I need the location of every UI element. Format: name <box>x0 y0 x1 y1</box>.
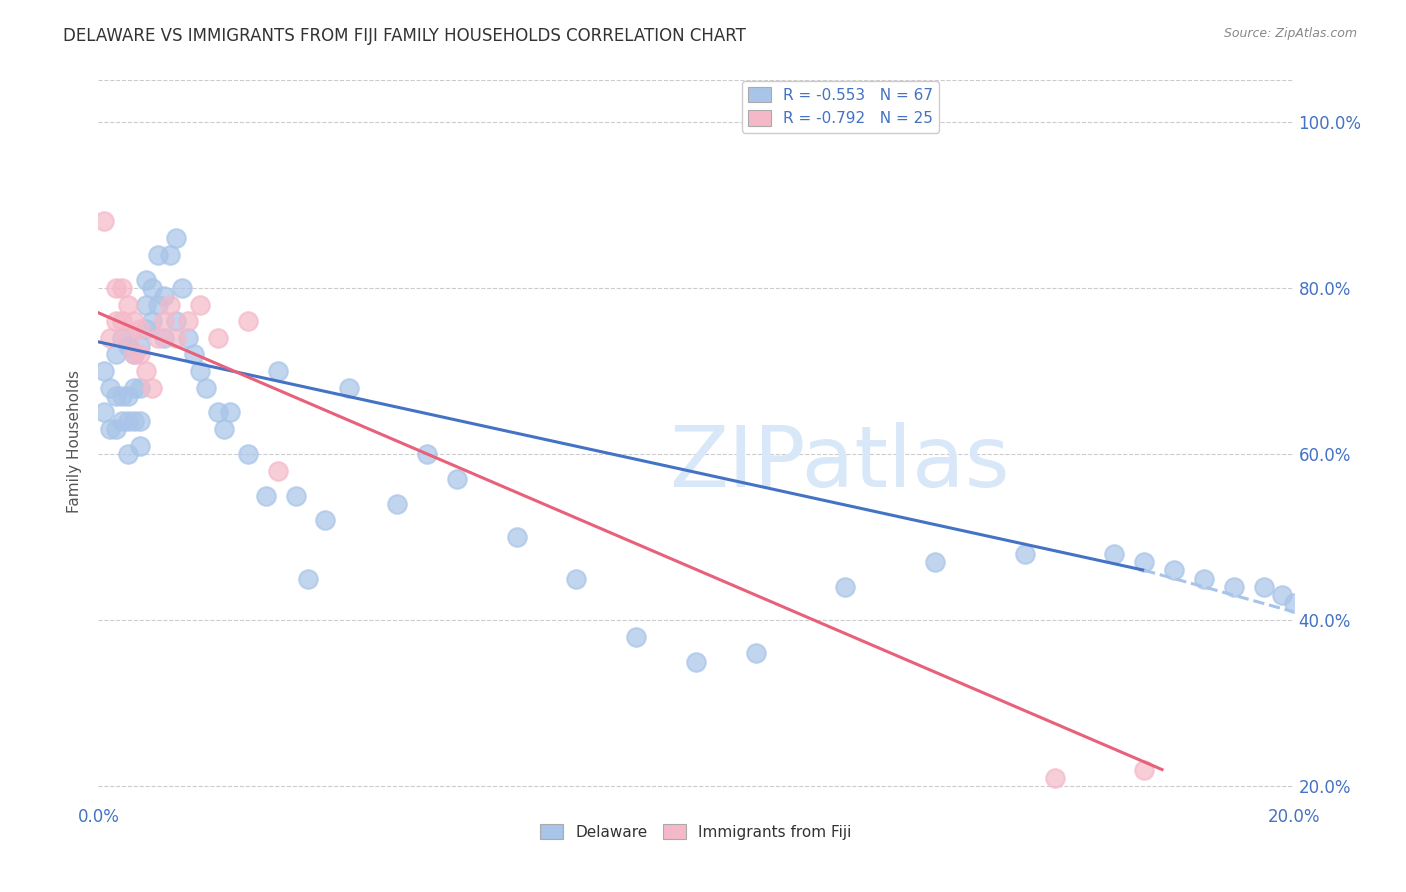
Point <box>141 314 163 328</box>
Point <box>284 489 307 503</box>
Point <box>105 281 128 295</box>
Point <box>124 347 146 361</box>
Point <box>98 422 122 436</box>
Point <box>339 380 361 394</box>
Point <box>385 497 409 511</box>
Point <box>1282 597 1305 611</box>
Point <box>1271 588 1294 602</box>
Point <box>153 289 176 303</box>
Point <box>165 231 187 245</box>
Point <box>188 364 211 378</box>
Point <box>159 297 181 311</box>
Point <box>315 513 337 527</box>
Point <box>124 314 146 328</box>
Point <box>236 314 259 328</box>
Point <box>267 364 290 378</box>
Point <box>111 281 134 295</box>
Point <box>1192 572 1215 586</box>
Point <box>117 389 139 403</box>
Point <box>1043 771 1066 785</box>
Point <box>135 322 157 336</box>
Point <box>153 314 176 328</box>
Y-axis label: Family Households: Family Households <box>67 370 83 513</box>
Point <box>183 347 205 361</box>
Point <box>129 322 152 336</box>
Point <box>117 414 139 428</box>
Point <box>446 472 468 486</box>
Point <box>1133 555 1156 569</box>
Point <box>141 281 163 295</box>
Point <box>207 331 229 345</box>
Point <box>117 297 139 311</box>
Point <box>111 414 134 428</box>
Point <box>626 630 648 644</box>
Text: ZIPatlas: ZIPatlas <box>669 422 1010 505</box>
Point <box>165 331 187 345</box>
Point <box>93 405 115 419</box>
Point <box>148 297 170 311</box>
Point <box>93 214 115 228</box>
Point <box>159 248 181 262</box>
Point <box>188 297 211 311</box>
Point <box>219 405 242 419</box>
Text: DELAWARE VS IMMIGRANTS FROM FIJI FAMILY HOUSEHOLDS CORRELATION CHART: DELAWARE VS IMMIGRANTS FROM FIJI FAMILY … <box>63 27 747 45</box>
Point <box>135 272 157 286</box>
Point <box>129 339 152 353</box>
Point <box>105 347 128 361</box>
Point <box>1253 580 1275 594</box>
Point <box>98 331 122 345</box>
Point <box>111 314 134 328</box>
Legend: Delaware, Immigrants from Fiji: Delaware, Immigrants from Fiji <box>534 818 858 846</box>
Point <box>141 380 163 394</box>
Point <box>924 555 946 569</box>
Point <box>267 464 290 478</box>
Point <box>129 380 152 394</box>
Point <box>565 572 588 586</box>
Point <box>105 422 128 436</box>
Point <box>165 314 187 328</box>
Point <box>129 347 152 361</box>
Point <box>111 331 134 345</box>
Point <box>297 572 319 586</box>
Point <box>105 314 128 328</box>
Point <box>177 314 200 328</box>
Point <box>117 331 139 345</box>
Point <box>93 364 115 378</box>
Point <box>236 447 259 461</box>
Point <box>1104 547 1126 561</box>
Point <box>124 414 146 428</box>
Point <box>148 248 170 262</box>
Point <box>135 297 157 311</box>
Point <box>129 414 152 428</box>
Point <box>111 389 134 403</box>
Point <box>117 339 139 353</box>
Text: Source: ZipAtlas.com: Source: ZipAtlas.com <box>1223 27 1357 40</box>
Point <box>148 331 170 345</box>
Point <box>98 380 122 394</box>
Point <box>195 380 218 394</box>
Point <box>416 447 439 461</box>
Point <box>172 281 194 295</box>
Point <box>177 331 200 345</box>
Point <box>506 530 529 544</box>
Point <box>745 646 768 660</box>
Point <box>1163 563 1185 577</box>
Point <box>124 380 146 394</box>
Point <box>124 347 146 361</box>
Point <box>685 655 707 669</box>
Point <box>129 439 152 453</box>
Point <box>254 489 277 503</box>
Point <box>207 405 229 419</box>
Point <box>1133 763 1156 777</box>
Point <box>1223 580 1246 594</box>
Point <box>834 580 856 594</box>
Point <box>1014 547 1036 561</box>
Point <box>212 422 235 436</box>
Point <box>117 447 139 461</box>
Point <box>153 331 176 345</box>
Point <box>135 364 157 378</box>
Point <box>105 389 128 403</box>
